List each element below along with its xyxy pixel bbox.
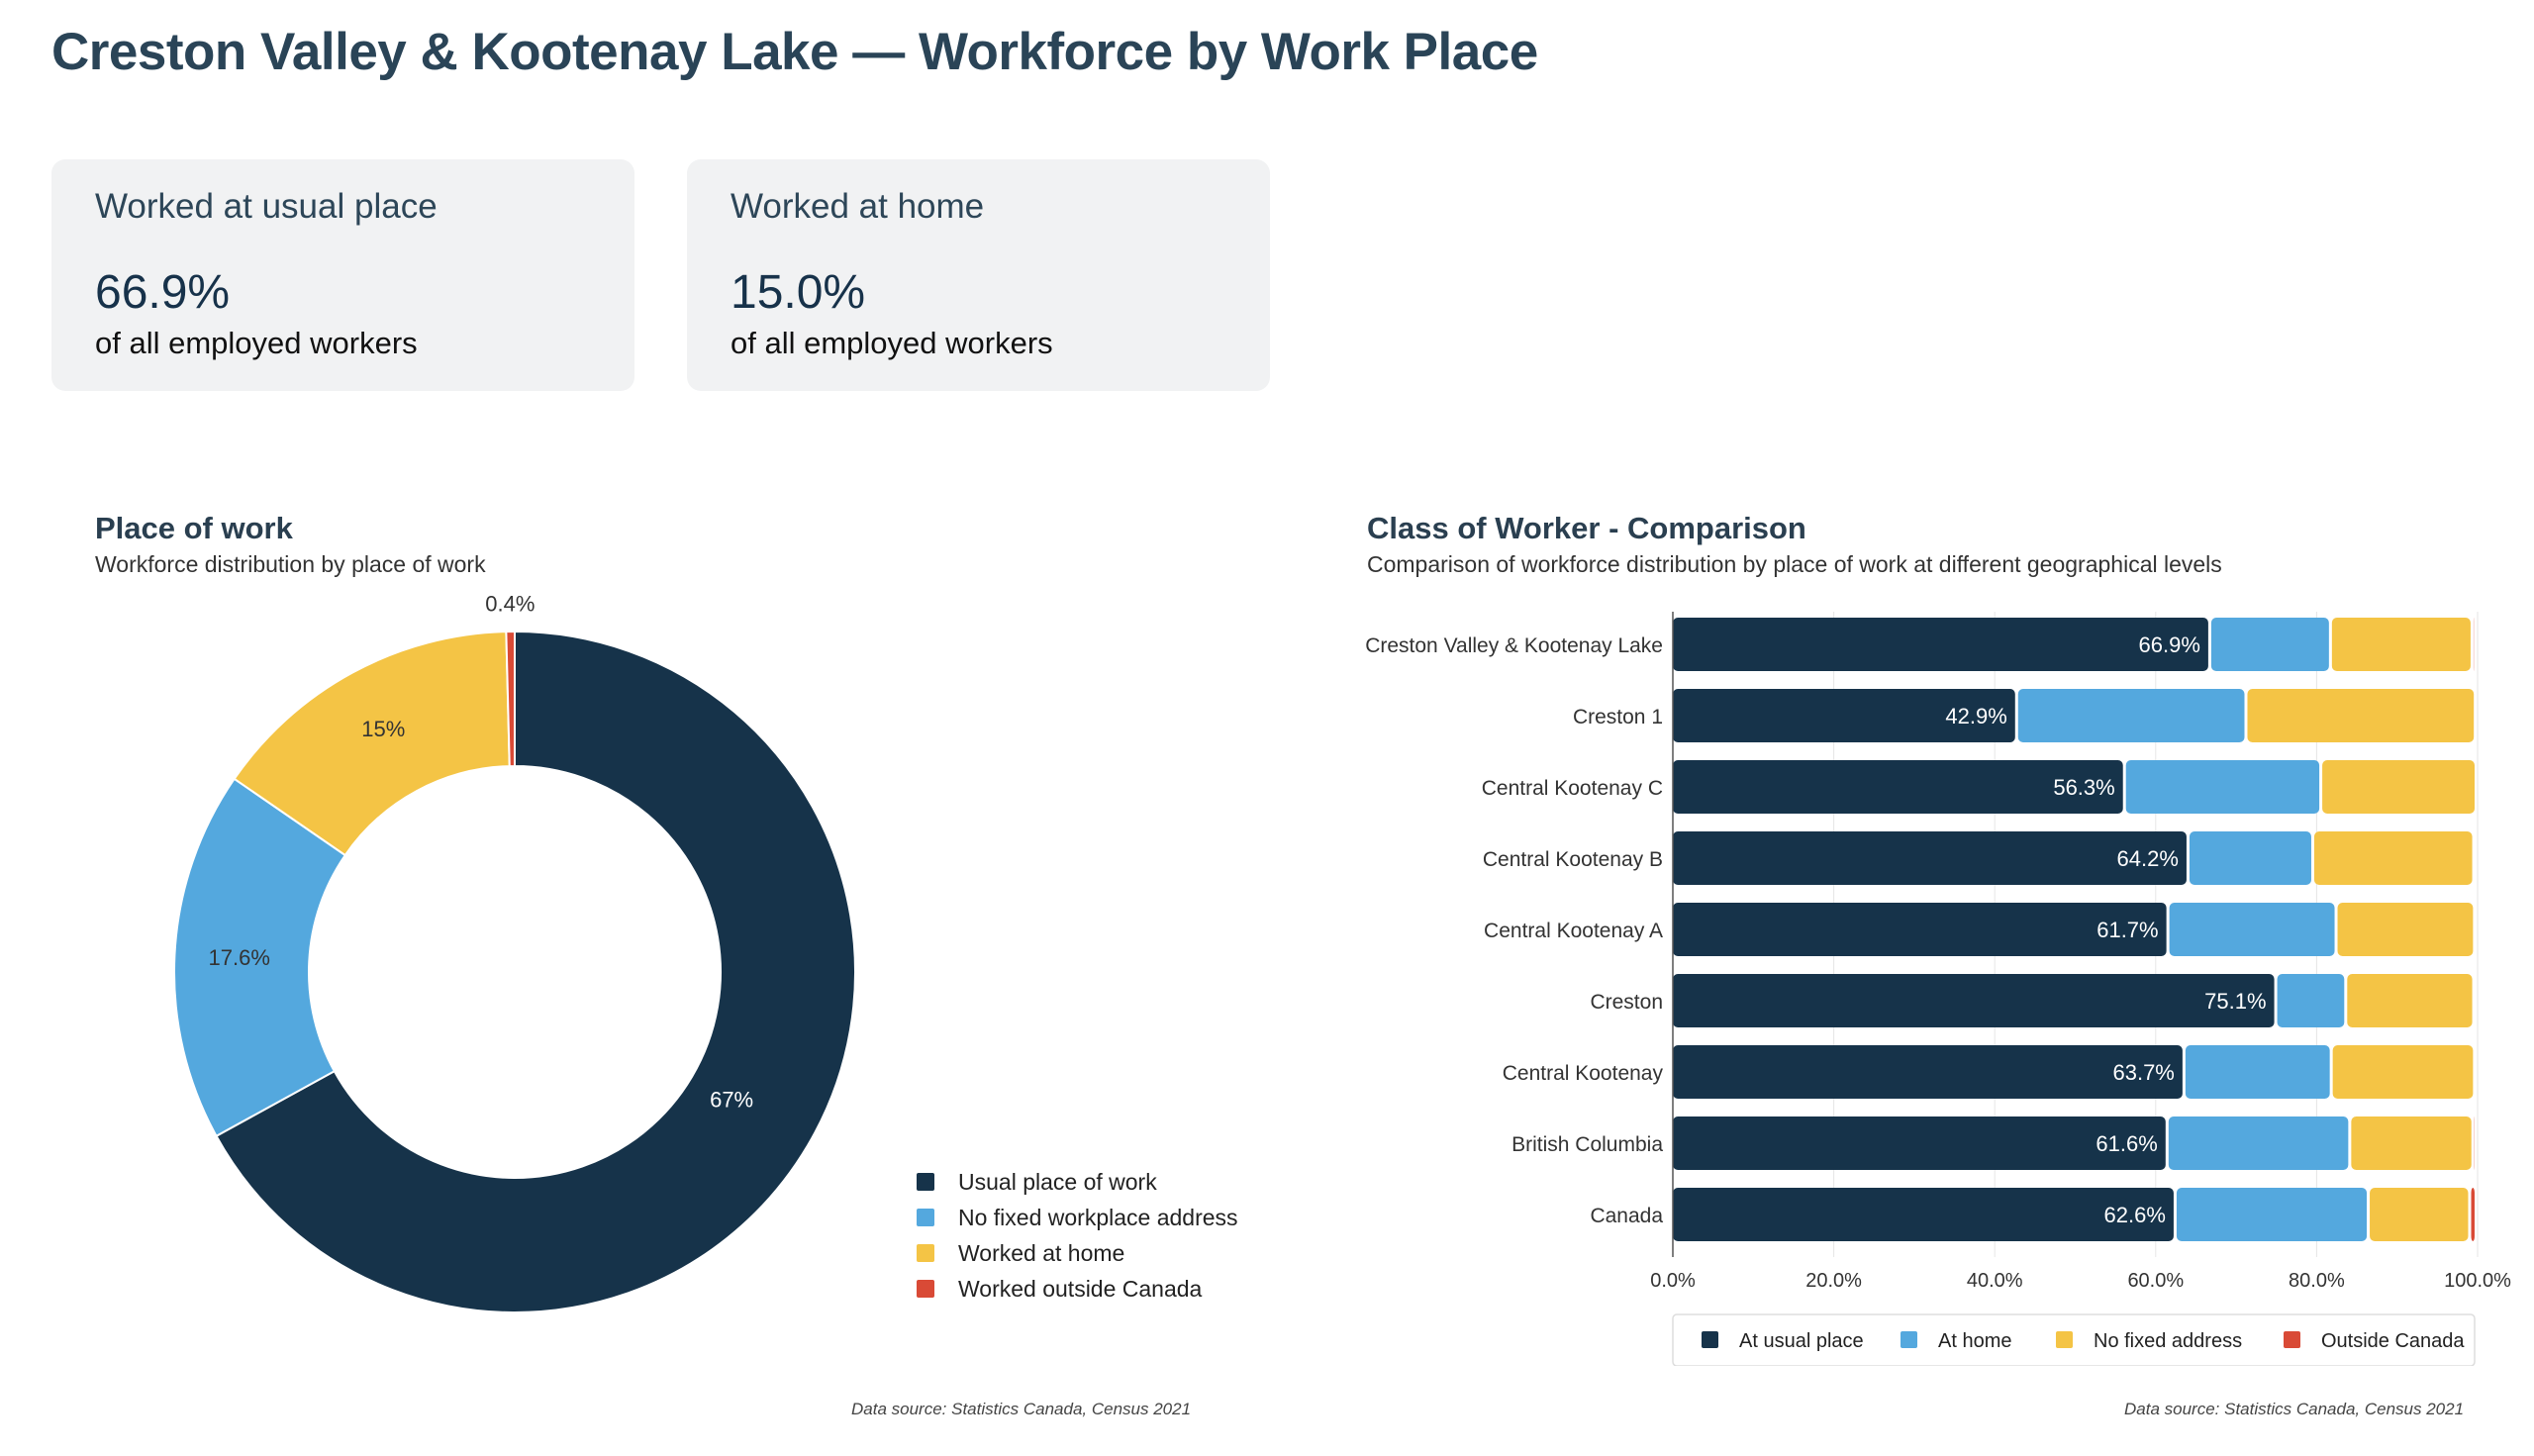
bar-segment-at-usual-place	[1673, 1116, 2166, 1170]
donut-chart-title: Place of work	[95, 511, 293, 545]
legend-swatch	[2284, 1331, 2300, 1348]
x-tick-label: 40.0%	[1967, 1270, 2023, 1292]
bar-segment-at-usual-place	[1673, 1045, 2183, 1099]
bar-segment-at-home	[2125, 760, 2320, 814]
legend-item-label: At home	[1938, 1330, 2011, 1352]
bar-segment-no-fixed-address	[2370, 1188, 2469, 1241]
bar-segment-no-fixed-address	[2337, 903, 2474, 956]
legend-item-label: Usual place of work	[958, 1169, 1157, 1195]
kpi-card-home: Worked at home 15.0% of all employed wor…	[687, 159, 1270, 391]
category-label: Central Kootenay A	[1484, 920, 1663, 942]
category-label: Creston	[1590, 991, 1663, 1014]
legend-item-label: At usual place	[1739, 1330, 1864, 1352]
legend-swatch	[917, 1209, 934, 1226]
bar-value-label: 64.2%	[2117, 846, 2179, 871]
bar-segment-at-home	[2169, 903, 2335, 956]
donut-data-source: Data source: Statistics Canada, Census 2…	[851, 1400, 1192, 1418]
donut-chart: 67% 17.6% 15% 0.4% Usual place of work No fix…	[173, 594, 1238, 1313]
bar-value-label: 56.3%	[2053, 775, 2114, 800]
legend-item-label: No fixed address	[2094, 1330, 2242, 1352]
bar-segment-at-home	[2210, 618, 2329, 671]
donut-slice-worked-outside-canada	[505, 630, 516, 768]
bar-segment-at-usual-place	[1673, 618, 2208, 671]
bar-segment-at-usual-place	[1673, 903, 2167, 956]
bar-segment-no-fixed-address	[2351, 1116, 2472, 1170]
x-tick-label: 20.0%	[1805, 1270, 1862, 1292]
kpi-value: 66.9%	[95, 266, 231, 319]
legend-swatch	[917, 1280, 934, 1298]
bar-value-label: 66.9%	[2139, 632, 2200, 657]
donut-slice-label: 17.6%	[209, 945, 270, 970]
donut-chart-subtitle: Workforce distribution by place of work	[95, 551, 486, 577]
x-tick-label: 60.0%	[2127, 1270, 2184, 1292]
page-title: Creston Valley & Kootenay Lake — Workfor…	[51, 23, 1538, 81]
kpi-label: Worked at home	[731, 187, 985, 226]
bar-segment-at-home	[2185, 1045, 2330, 1099]
bar-segment-no-fixed-address	[2332, 1045, 2474, 1099]
legend-item-label: Worked outside Canada	[958, 1276, 1203, 1302]
category-label: Central Kootenay B	[1483, 848, 1663, 871]
legend-swatch	[1900, 1331, 1917, 1348]
bar-segment-no-fixed-address	[2247, 689, 2475, 742]
bar-segment-outside-canada	[2471, 1188, 2475, 1241]
donut-slice-usual-place-of-work	[215, 630, 856, 1313]
bar-segment-no-fixed-address	[2347, 974, 2473, 1027]
kpi-subtext: of all employed workers	[731, 326, 1053, 360]
bar-data-source: Data source: Statistics Canada, Census 2…	[2124, 1400, 2465, 1418]
legend-item-label: Outside Canada	[2321, 1330, 2465, 1352]
bar-segment-at-usual-place	[1673, 1188, 2174, 1241]
bar-segment-at-home	[2017, 689, 2245, 742]
category-label: Creston 1	[1573, 706, 1663, 728]
x-tick-label: 0.0%	[1650, 1270, 1696, 1292]
bar-value-label: 63.7%	[2112, 1060, 2174, 1085]
legend-item-label: Worked at home	[958, 1240, 1124, 1266]
bar-segment-at-usual-place	[1673, 689, 2015, 742]
legend-box	[1672, 1313, 2476, 1366]
bar-segment-no-fixed-address	[2322, 760, 2475, 814]
bar-segment-at-home	[2277, 974, 2345, 1027]
legend-swatch	[1702, 1331, 1718, 1348]
x-tick-label: 100.0%	[2444, 1270, 2511, 1292]
stacked-bar-chart: Creston Valley & Kootenay Lake 66.9% Crest…	[1365, 612, 2511, 1366]
bar-segment-at-usual-place	[1673, 974, 2275, 1027]
bar-segment-at-home	[2189, 831, 2311, 885]
x-tick-label: 80.0%	[2289, 1270, 2345, 1292]
category-label: Central Kootenay	[1503, 1062, 1664, 1085]
kpi-subtext: of all employed workers	[95, 326, 418, 360]
bar-value-label: 62.6%	[2104, 1203, 2166, 1227]
legend-swatch	[917, 1244, 934, 1262]
bar-value-label: 61.6%	[2095, 1131, 2157, 1156]
category-label: British Columbia	[1511, 1133, 1663, 1156]
bar-chart-subtitle: Comparison of workforce distribution by …	[1367, 551, 2222, 577]
category-label: Canada	[1590, 1205, 1663, 1227]
kpi-value: 15.0%	[731, 266, 866, 319]
category-label: Creston Valley & Kootenay Lake	[1365, 634, 1663, 657]
donut-slice-no-fixed-workplace-address	[173, 777, 347, 1138]
bar-segment-no-fixed-address	[2331, 618, 2471, 671]
bar-chart-title: Class of Worker - Comparison	[1367, 511, 1806, 545]
bar-segment-at-usual-place	[1673, 760, 2123, 814]
bar-segment-at-home	[2168, 1116, 2349, 1170]
bar-value-label: 75.1%	[2204, 989, 2266, 1014]
legend-swatch	[917, 1173, 934, 1191]
bar-segment-at-usual-place	[1673, 831, 2187, 885]
legend-swatch	[2056, 1331, 2073, 1348]
bar-value-label: 61.7%	[2096, 918, 2158, 942]
donut-slice-label: 15%	[361, 717, 405, 741]
legend-item-label: No fixed workplace address	[958, 1205, 1238, 1230]
kpi-label: Worked at usual place	[95, 187, 438, 226]
bar-segment-no-fixed-address	[2313, 831, 2473, 885]
kpi-card-usual-place: Worked at usual place 66.9% of all emplo…	[51, 159, 634, 391]
donut-slice-label: 0.4%	[485, 594, 535, 617]
category-label: Central Kootenay C	[1482, 777, 1663, 800]
donut-slice-label: 67%	[710, 1088, 753, 1113]
bar-segment-at-home	[2176, 1188, 2368, 1241]
bar-value-label: 42.9%	[1945, 704, 2006, 728]
